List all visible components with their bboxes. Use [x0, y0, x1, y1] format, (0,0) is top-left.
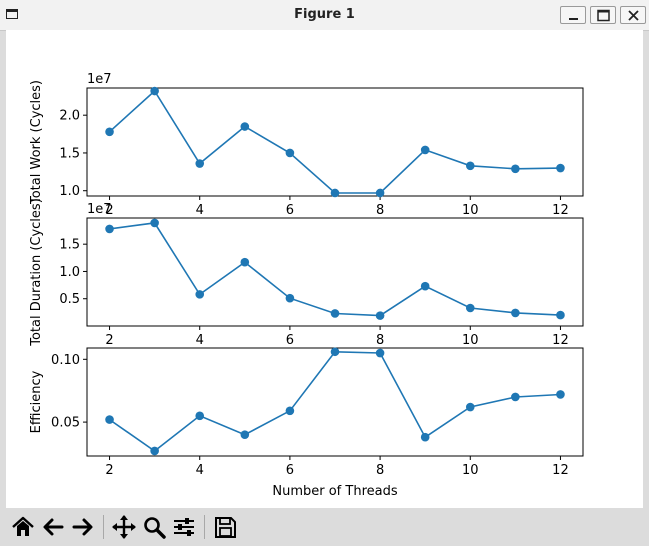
maximize-button[interactable] — [590, 6, 616, 24]
data-point — [105, 127, 114, 137]
toolbar-separator — [103, 515, 104, 539]
zoom-icon — [144, 517, 166, 539]
y-tick-label: 0.05 — [51, 416, 80, 431]
x-tick-label: 12 — [552, 203, 569, 218]
x-tick-label: 10 — [462, 463, 479, 478]
data-point — [240, 430, 250, 439]
x-tick-label: 6 — [286, 203, 294, 218]
maximize-icon — [597, 9, 610, 22]
x-tick-label: 4 — [196, 463, 204, 478]
data-point — [511, 164, 520, 174]
series-line — [109, 222, 561, 317]
zoom-button[interactable] — [140, 513, 168, 541]
data-point — [285, 406, 295, 416]
axes-frame-2 — [86, 217, 584, 327]
data-point — [150, 446, 159, 456]
data-point — [420, 145, 430, 155]
data-point — [465, 161, 475, 171]
x-axis-label: Number of Threads — [272, 484, 397, 499]
pan-icon — [112, 515, 136, 539]
figure-plot: 2 4 6 8 10 12 1.0 1.5 2.0 1e7 Total Work (Cycles) 2… — [29, 72, 584, 499]
minimize-icon — [569, 18, 578, 20]
window-icon — [6, 9, 18, 19]
data-point — [150, 218, 159, 228]
back-arrow-icon — [43, 518, 64, 536]
data-point — [375, 348, 385, 358]
x-tick-label: 2 — [105, 333, 113, 348]
y-tick-label: 1.0 — [59, 265, 80, 280]
y-offset-label: 1e7 — [87, 72, 112, 87]
data-point — [195, 411, 205, 421]
forward-button[interactable] — [69, 513, 97, 541]
data-point — [150, 86, 159, 96]
pan-button[interactable] — [110, 513, 138, 541]
data-point — [511, 392, 520, 402]
figure-canvas: 2 4 6 8 10 12 1.0 1.5 2.0 1e7 Total Work (Cycles) 2… — [6, 30, 643, 508]
data-point — [330, 309, 340, 318]
forward-arrow-icon — [72, 518, 93, 536]
y-offset-label: 1e7 — [87, 202, 112, 217]
y-tick-label: 1.0 — [59, 184, 80, 199]
data-point — [240, 122, 250, 131]
data-point — [420, 432, 430, 442]
data-point — [240, 257, 250, 267]
data-point — [375, 188, 385, 198]
data-point — [420, 281, 430, 291]
x-tick-label: 6 — [286, 333, 294, 348]
data-point — [330, 188, 340, 198]
x-tick-label: 10 — [462, 203, 479, 218]
y-tick-label: 0.5 — [59, 292, 80, 307]
x-tick-label: 8 — [376, 463, 384, 478]
x-tick-label: 4 — [196, 203, 204, 218]
window-titlebar: Figure 1 — [0, 0, 649, 31]
data-point — [465, 303, 475, 313]
data-point — [556, 163, 565, 173]
y-tick-label: 2.0 — [59, 109, 80, 124]
data-point — [330, 347, 340, 357]
toolbar-separator — [204, 515, 205, 539]
x-tick-label: 10 — [462, 333, 479, 348]
x-tick-label: 12 — [552, 463, 569, 478]
data-point — [285, 148, 295, 158]
data-point — [465, 402, 475, 412]
configure-subplots-button[interactable] — [170, 513, 198, 541]
data-point — [195, 159, 205, 168]
x-tick-label: 6 — [286, 463, 294, 478]
x-tick-label: 2 — [105, 463, 113, 478]
home-icon — [12, 516, 34, 536]
back-button[interactable] — [39, 513, 67, 541]
x-tick-label: 8 — [376, 333, 384, 348]
save-icon — [215, 517, 236, 538]
series-line — [108, 89, 561, 194]
window-title: Figure 1 — [294, 7, 355, 22]
data-point — [375, 311, 385, 320]
navigation-toolbar — [0, 509, 649, 546]
data-point — [556, 390, 565, 399]
close-button[interactable] — [620, 6, 646, 24]
x-tick-label: 2 — [105, 203, 113, 218]
data-point — [105, 224, 114, 234]
close-icon — [628, 10, 639, 21]
axes-frame-3 — [86, 347, 584, 457]
data-point — [195, 290, 205, 299]
data-point — [285, 293, 295, 303]
y-axis-label: Total Work (Cycles) — [29, 80, 44, 205]
configure-subplots-icon — [174, 518, 194, 536]
minimize-button[interactable] — [560, 6, 586, 24]
axes-frame-1 — [86, 87, 584, 197]
x-tick-label: 4 — [196, 333, 204, 348]
home-button[interactable] — [9, 513, 37, 541]
save-button[interactable] — [211, 513, 239, 541]
data-point — [511, 308, 520, 318]
y-tick-label: 1.5 — [59, 146, 80, 161]
x-tick-label: 8 — [376, 203, 384, 218]
y-tick-label: 1.5 — [59, 238, 80, 253]
y-axis-label: Efficiency — [29, 370, 44, 433]
series-line — [109, 350, 561, 452]
x-tick-label: 12 — [552, 333, 569, 348]
data-point — [556, 310, 565, 320]
data-point — [105, 415, 114, 424]
y-axis-label: Total Duration (Cycles) — [29, 198, 44, 347]
y-tick-label: 0.10 — [51, 353, 80, 368]
